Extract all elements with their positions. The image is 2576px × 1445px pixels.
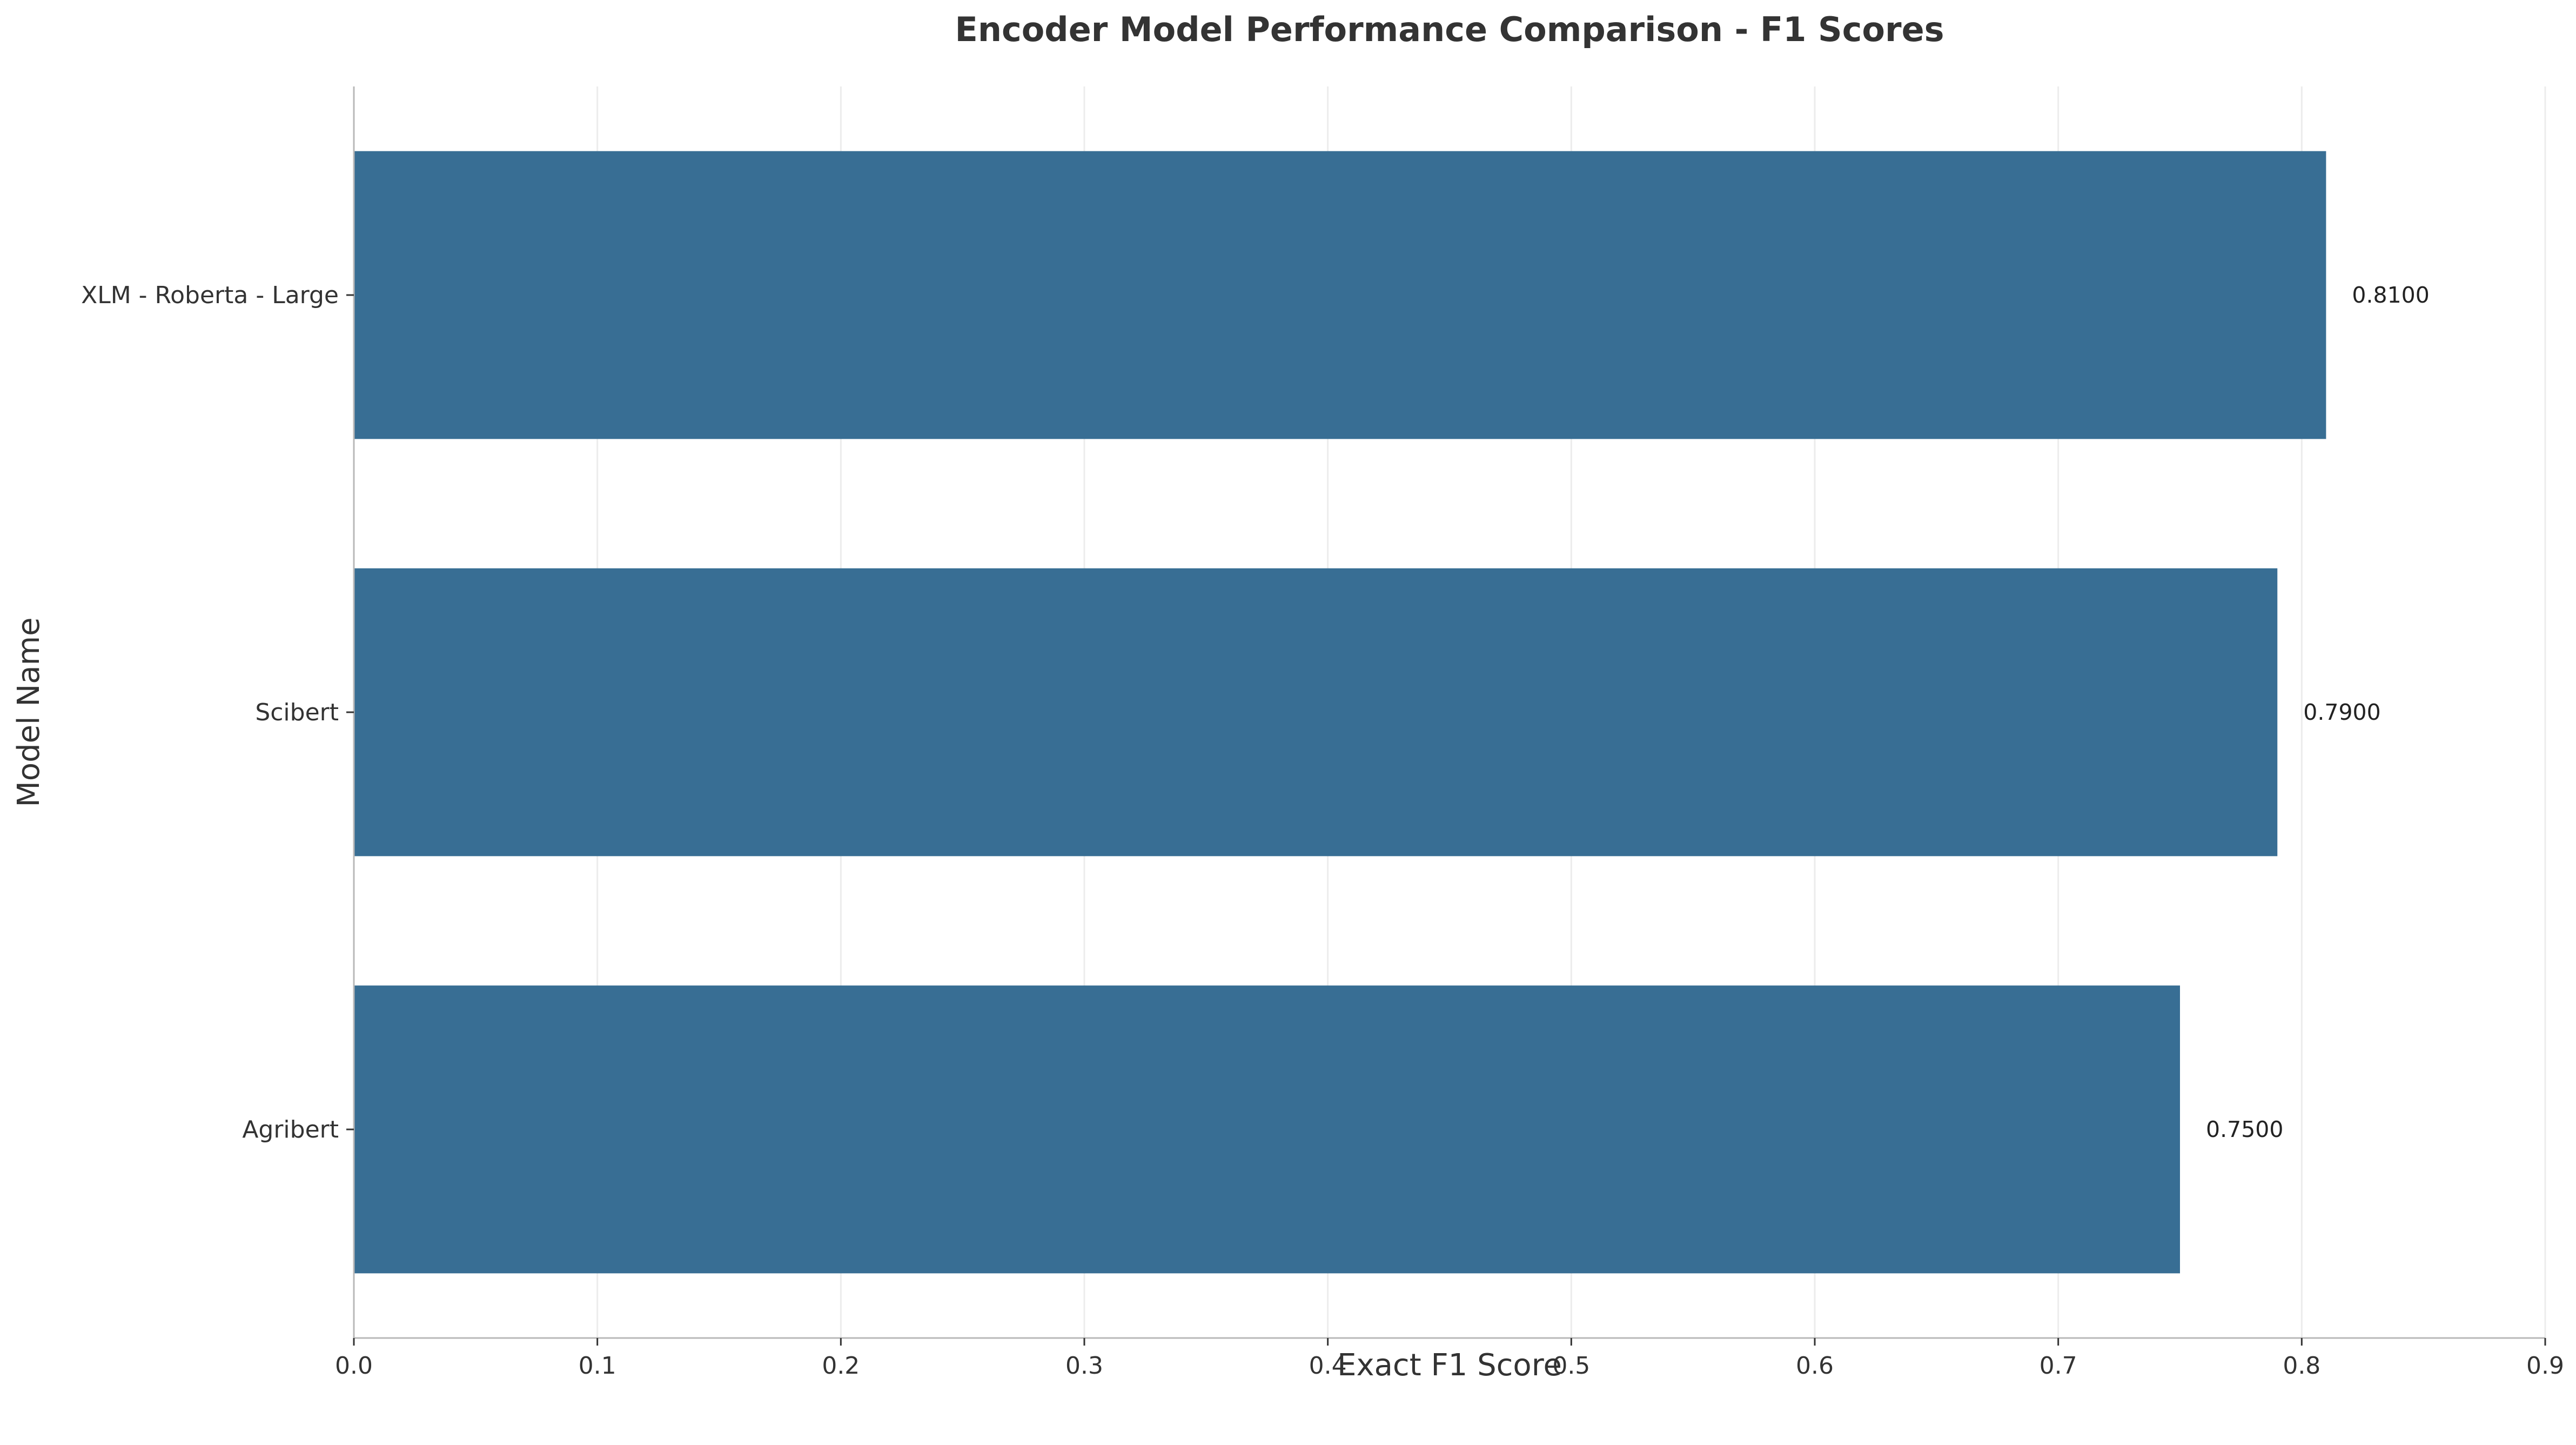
x-tick-label: 0.4 bbox=[1309, 1352, 1347, 1380]
x-tick-label: 0.2 bbox=[822, 1352, 860, 1380]
bar bbox=[354, 985, 2180, 1274]
bar-value-label: 0.7900 bbox=[2303, 699, 2380, 725]
x-tick-label: 0.6 bbox=[1796, 1352, 1834, 1380]
y-tick-label: Agribert bbox=[242, 1116, 339, 1143]
x-axis-title: Exact F1 Score bbox=[1337, 1348, 1562, 1383]
x-tick-label: 0.3 bbox=[1065, 1352, 1103, 1380]
x-tick-label: 0.1 bbox=[579, 1352, 616, 1380]
y-tick-label: Scibert bbox=[255, 699, 339, 726]
x-tick-label: 0.0 bbox=[335, 1352, 373, 1380]
chart-title: Encoder Model Performance Comparison - F… bbox=[955, 10, 1944, 49]
y-ticks: XLM - Roberta - Large Scibert Agribert bbox=[81, 282, 354, 1143]
x-tick-label: 0.7 bbox=[2040, 1352, 2077, 1380]
x-ticks: 0.0 0.1 0.2 0.3 0.4 0.5 0.6 0.7 0.8 0.9 bbox=[335, 1338, 2564, 1380]
y-axis-title: Model Name bbox=[11, 617, 46, 807]
bar bbox=[354, 568, 2278, 857]
data-labels: 0.8100 0.7900 0.7500 bbox=[2206, 282, 2430, 1142]
x-tick-label: 0.5 bbox=[1552, 1352, 1590, 1380]
bar-value-label: 0.7500 bbox=[2206, 1116, 2283, 1142]
bar bbox=[354, 151, 2326, 439]
bars bbox=[354, 151, 2326, 1274]
x-tick-label: 0.9 bbox=[2526, 1352, 2564, 1380]
bar-value-label: 0.8100 bbox=[2352, 282, 2429, 308]
y-tick-label: XLM - Roberta - Large bbox=[81, 282, 339, 309]
x-tick-label: 0.8 bbox=[2283, 1352, 2320, 1380]
